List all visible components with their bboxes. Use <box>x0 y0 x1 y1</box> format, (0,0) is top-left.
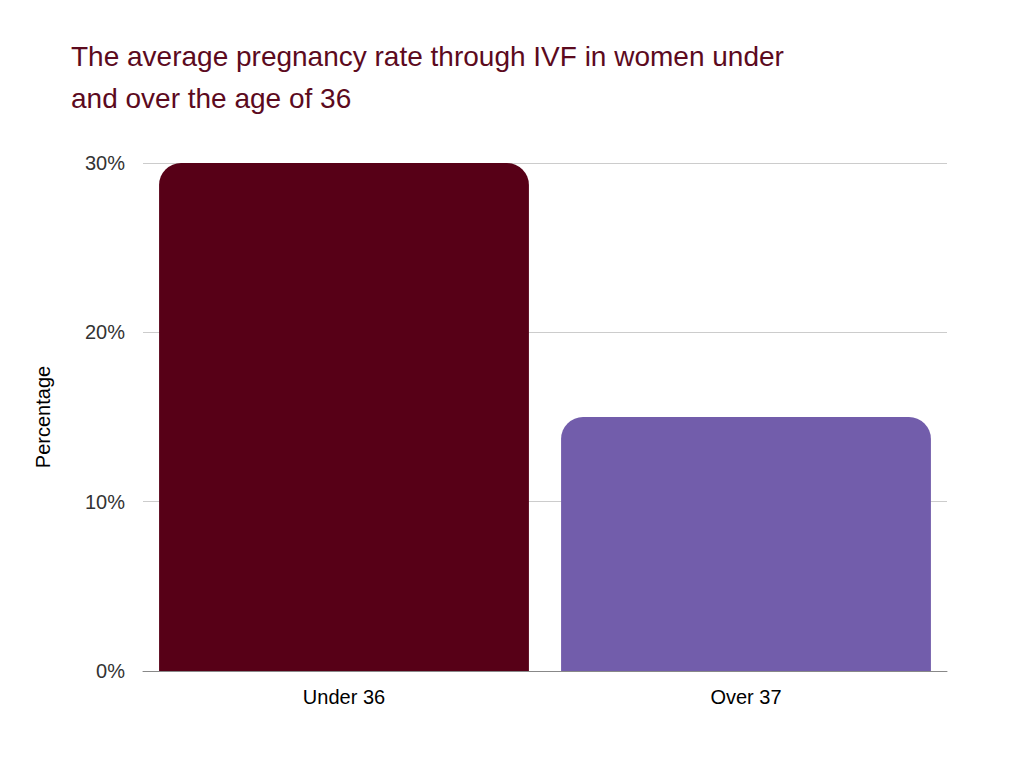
svg-text:Over 37: Over 37 <box>710 686 781 708</box>
svg-text:10%: 10% <box>85 491 125 513</box>
svg-text:The average pregnancy rate thr: The average pregnancy rate through IVF i… <box>71 41 792 72</box>
svg-text:and over the age of 36: and over the age of 36 <box>71 83 351 114</box>
svg-text:20%: 20% <box>85 321 125 343</box>
svg-text:Under 36: Under 36 <box>303 686 385 708</box>
svg-text:Percentage: Percentage <box>32 366 54 468</box>
svg-text:0%: 0% <box>96 660 125 682</box>
svg-text:30%: 30% <box>85 152 125 174</box>
